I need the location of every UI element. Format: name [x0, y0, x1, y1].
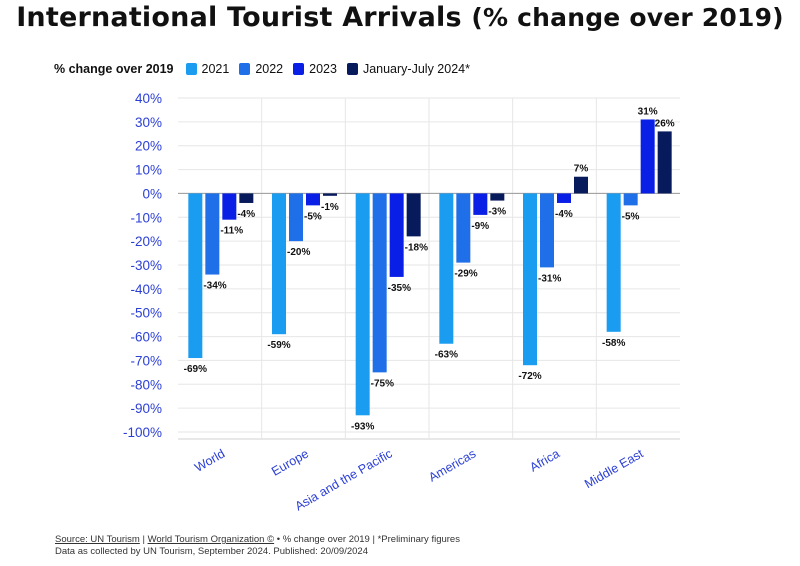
- bar: [456, 193, 471, 263]
- data-label: -11%: [220, 226, 243, 237]
- data-label: -75%: [371, 378, 394, 389]
- bar: [574, 176, 588, 194]
- bar: [306, 193, 320, 206]
- source-link[interactable]: Source: UN Tourism: [55, 534, 140, 545]
- y-tick-label: -100%: [123, 425, 162, 440]
- chart-title-main: International Tourist Arrivals: [16, 2, 462, 33]
- footer-line-2: Data as collected by UN Tourism, Septemb…: [55, 546, 368, 557]
- x-tick-label: Europe: [269, 446, 311, 478]
- data-label: -59%: [267, 340, 290, 351]
- y-tick-label: -40%: [130, 282, 162, 297]
- x-tick-label: Middle East: [582, 446, 646, 491]
- legend-item-2022[interactable]: 2022: [239, 62, 283, 76]
- data-label: -58%: [602, 338, 625, 349]
- bar: [657, 131, 672, 194]
- data-label: -4%: [555, 209, 573, 220]
- legend-label-2023: 2023: [309, 62, 337, 76]
- legend-swatch-2021: [185, 63, 197, 75]
- bar: [389, 193, 404, 277]
- chart-title-suffix: (% change over 2019): [471, 3, 784, 32]
- data-label: -3%: [488, 207, 506, 218]
- bar: [640, 119, 655, 194]
- data-label: 31%: [638, 106, 658, 117]
- bar: [355, 193, 370, 416]
- y-tick-label: -90%: [130, 401, 162, 416]
- x-tick-label: Africa: [527, 446, 562, 474]
- bar: [188, 193, 203, 359]
- bar: [473, 193, 488, 215]
- data-label: -4%: [237, 209, 255, 220]
- bar: [323, 193, 337, 196]
- y-tick-label: -10%: [130, 210, 162, 225]
- bar: [606, 193, 621, 332]
- bar: [540, 193, 554, 268]
- y-tick-label: 20%: [135, 139, 162, 154]
- data-label: -69%: [184, 364, 207, 375]
- x-tick-label: Americas: [426, 446, 478, 484]
- legend-item-2024[interactable]: January-July 2024*: [346, 62, 470, 76]
- y-tick-label: -80%: [130, 377, 162, 392]
- y-tick-label: -20%: [130, 234, 162, 249]
- y-tick-label: 30%: [135, 115, 162, 130]
- data-label: -5%: [622, 211, 640, 222]
- legend-title: % change over 2019: [54, 62, 174, 76]
- y-tick-label: 40%: [135, 91, 162, 106]
- bar-chart: 40% 30% 20% 10% 0% -10% -20% -30% -40% -50% -60% -7…: [123, 91, 680, 513]
- bar: [523, 193, 537, 366]
- y-tick-label: -60%: [130, 330, 162, 345]
- bar: [289, 193, 303, 242]
- bar: [406, 193, 421, 237]
- footer: Source: UN Tourism | World Tourism Organ…: [55, 534, 460, 558]
- bar: [222, 193, 237, 220]
- data-label: -31%: [538, 273, 561, 284]
- y-tick-label: -30%: [130, 258, 162, 273]
- bar: [205, 193, 220, 275]
- footer-line-1: Source: UN Tourism | World Tourism Organ…: [55, 534, 460, 546]
- legend-item-2021[interactable]: 2021: [185, 62, 230, 76]
- bar: [239, 193, 254, 203]
- bar: [439, 193, 454, 344]
- data-label: -18%: [405, 242, 428, 253]
- data-label: -20%: [287, 247, 310, 258]
- y-tick-label: 10%: [135, 163, 162, 178]
- data-label: -9%: [471, 221, 489, 232]
- legend-item-2023[interactable]: 2023: [293, 62, 337, 76]
- footer-separator: |: [139, 534, 148, 545]
- bar: [272, 193, 286, 335]
- bar: [490, 193, 505, 201]
- legend-label-2024: January-July 2024*: [362, 62, 470, 76]
- y-tick-label: 0%: [142, 186, 162, 201]
- legend-label-2022: 2022: [255, 62, 284, 76]
- data-label: 26%: [655, 118, 675, 129]
- legend-swatch-2023: [293, 63, 305, 75]
- bar: [557, 193, 571, 203]
- x-tick-label: World: [192, 446, 227, 474]
- bar: [623, 193, 638, 206]
- legend-label-2021: 2021: [201, 62, 230, 76]
- chart-title: International Tourist Arrivals (% change…: [0, 2, 800, 33]
- bar: [372, 193, 387, 373]
- data-label: -5%: [304, 211, 322, 222]
- data-label: -63%: [435, 350, 458, 361]
- data-label: -29%: [454, 269, 477, 280]
- data-label: -93%: [351, 421, 374, 432]
- data-label: 7%: [574, 164, 589, 175]
- y-tick-label: -50%: [130, 306, 162, 321]
- data-label: -35%: [388, 283, 411, 294]
- legend-swatch-2022: [239, 63, 251, 75]
- footer-note: • % change over 2019 | *Preliminary figu…: [274, 534, 460, 545]
- legend-swatch-2024: [346, 63, 358, 75]
- data-label: -34%: [203, 281, 226, 292]
- data-label: -1%: [321, 202, 339, 213]
- legend: % change over 2019 2021 2022 2023 Januar…: [54, 62, 480, 76]
- org-link[interactable]: World Tourism Organization ©: [147, 534, 275, 545]
- y-tick-label: -70%: [130, 353, 162, 368]
- data-label: -72%: [518, 371, 541, 382]
